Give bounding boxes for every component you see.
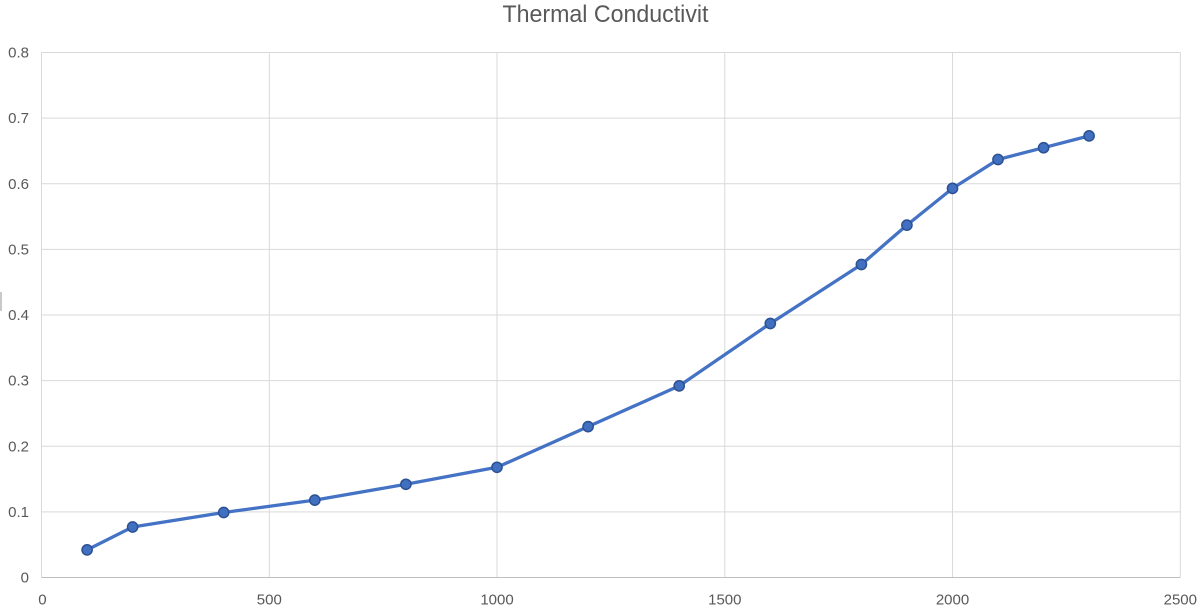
svg-text:0.1: 0.1 bbox=[8, 504, 29, 521]
svg-text:0.3: 0.3 bbox=[8, 373, 29, 390]
svg-text:0.7: 0.7 bbox=[8, 110, 29, 127]
svg-text:1000: 1000 bbox=[480, 592, 513, 609]
svg-text:0.6: 0.6 bbox=[8, 176, 29, 193]
svg-text:0.5: 0.5 bbox=[8, 241, 29, 258]
svg-text:2500: 2500 bbox=[1164, 592, 1197, 609]
svg-text:0.8: 0.8 bbox=[8, 45, 29, 62]
svg-text:2000: 2000 bbox=[936, 592, 969, 609]
svg-text:0: 0 bbox=[21, 570, 29, 587]
svg-text:0.4: 0.4 bbox=[8, 307, 29, 324]
svg-text:0: 0 bbox=[38, 592, 46, 609]
svg-text:1500: 1500 bbox=[708, 592, 741, 609]
svg-text:Thermal Conductivit: Thermal Conductivit bbox=[503, 1, 709, 28]
svg-text:500: 500 bbox=[257, 592, 282, 609]
svg-text:0.2: 0.2 bbox=[8, 438, 29, 455]
